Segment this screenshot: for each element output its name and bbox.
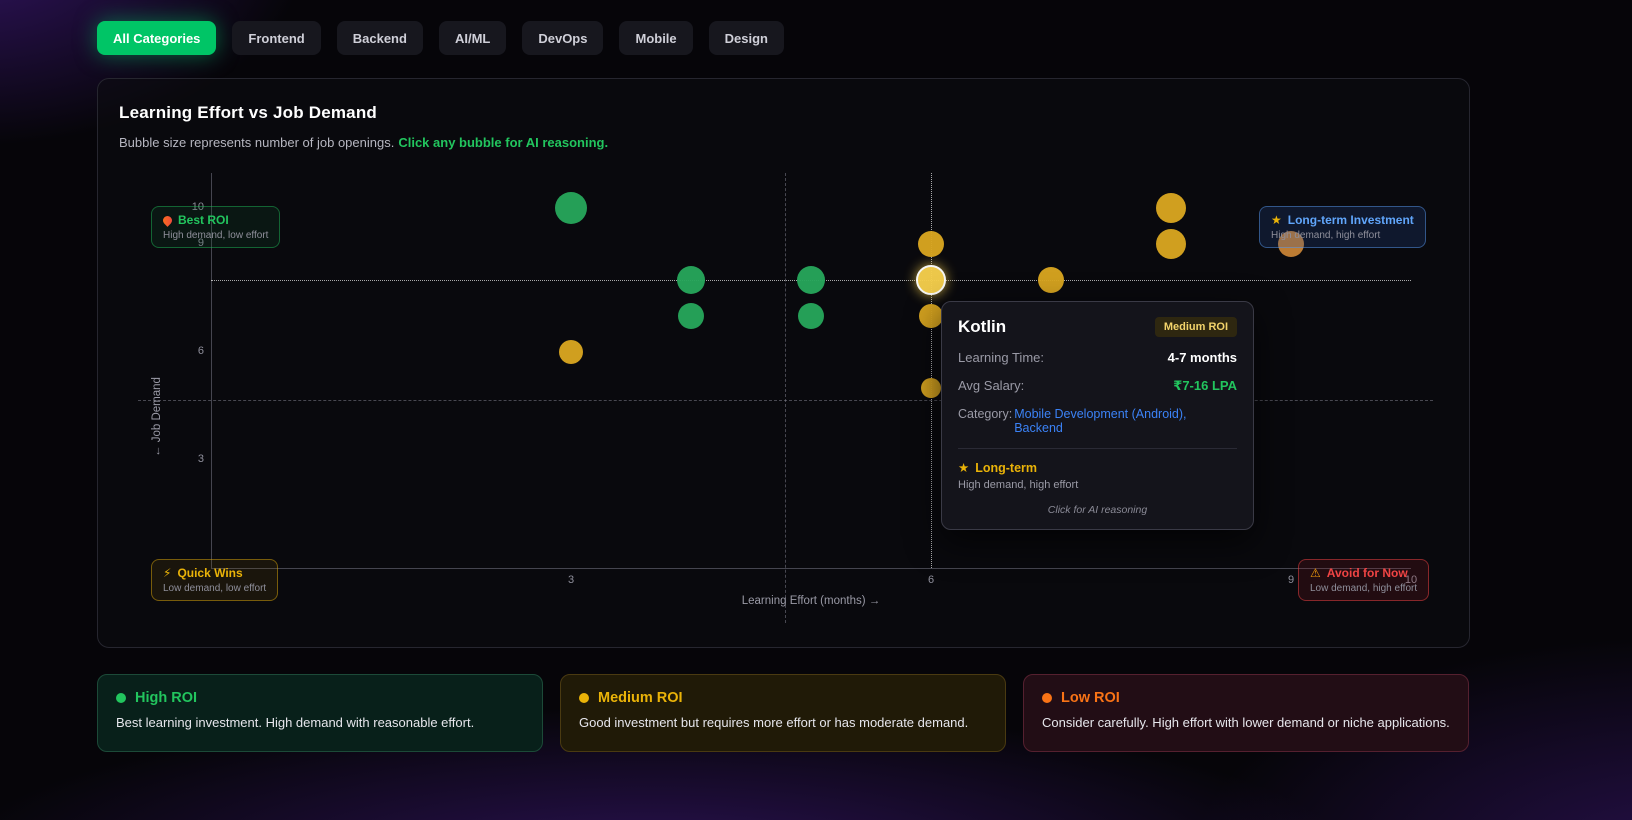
legend-card-description: Good investment but requires more effort… — [579, 715, 969, 730]
bubble-high-2[interactable] — [678, 303, 704, 329]
legend-card-description: Best learning investment. High demand wi… — [116, 715, 475, 730]
filter-all-categories[interactable]: All Categories — [97, 21, 217, 55]
bubble-medium-6[interactable] — [918, 231, 944, 257]
quadrant-longterm-title: Long-term Investment — [1287, 213, 1414, 227]
bubble-chart: ← Job Demand Learning Effort (months) → … — [98, 79, 1469, 647]
star-icon: ★ — [958, 461, 970, 475]
roi-legend: High ROI Best learning investment. High d… — [97, 674, 1469, 752]
quadrant-divider-horizontal — [138, 399, 1433, 401]
legend-dot-icon — [579, 693, 589, 703]
y-tick-10: 10 — [191, 201, 204, 213]
tooltip-skill-name: Kotlin — [958, 317, 1007, 336]
tooltip-divider — [958, 448, 1237, 449]
bubble-low-13[interactable] — [1278, 231, 1304, 257]
y-tick-6: 6 — [197, 345, 204, 357]
tooltip-verdict: ★ Long-term — [958, 460, 1237, 476]
quadrant-best-subtitle: High demand, low effort — [163, 230, 269, 241]
legend-card-medium-roi: Medium ROI Good investment but requires m… — [560, 674, 1006, 752]
quadrant-label-avoid: ⚠ Avoid for Now Low demand, high effort — [1298, 559, 1430, 601]
chart-title: Learning Effort vs Job Demand — [119, 103, 378, 122]
quadrant-label-quick-wins: ⚡ Quick Wins Low demand, low effort — [151, 559, 279, 601]
chart-subtitle-text: Bubble size represents number of job ope… — [119, 135, 395, 150]
legend-dot-icon — [116, 693, 126, 703]
bubble-medium-8[interactable] — [919, 304, 943, 328]
x-tick-3: 3 — [567, 574, 575, 586]
legend-card-title: Low ROI — [1061, 690, 1120, 706]
quadrant-label-best-roi: Best ROI High demand, low effort — [151, 206, 281, 248]
filter-mobile[interactable]: Mobile — [619, 21, 693, 55]
quadrant-avoid-subtitle: Low demand, high effort — [1310, 583, 1418, 594]
bubble-high-4[interactable] — [798, 303, 824, 329]
y-tick-3: 3 — [197, 453, 204, 465]
star-icon: ★ — [1271, 213, 1282, 227]
tooltip-row-value: ₹7-16 LPA — [1173, 378, 1237, 393]
filter-frontend[interactable]: Frontend — [232, 21, 321, 55]
tooltip-rows: Learning Time: 4-7 months Avg Salary: ₹7-16… — [958, 350, 1237, 435]
x-axis-label: Learning Effort (months) → — [741, 595, 881, 607]
category-filter-bar: All Categories Frontend Backend AI/ML DevOps… — [97, 21, 784, 55]
tooltip-row-label: Avg Salary: — [958, 378, 1025, 393]
legend-card-description: Consider carefully. High effort with low… — [1042, 715, 1450, 730]
lightning-icon: ⚡ — [163, 566, 172, 580]
bubble-medium-11[interactable] — [1156, 193, 1186, 223]
legend-dot-icon — [1042, 693, 1052, 703]
flame-icon — [161, 213, 174, 227]
quadrant-quick-title: Quick Wins — [177, 566, 243, 580]
chart-subtitle: Bubble size represents number of job ope… — [119, 135, 608, 150]
x-axis-line — [211, 568, 1411, 569]
quadrant-best-title: Best ROI — [178, 213, 229, 227]
legend-card-title: High ROI — [135, 690, 198, 706]
quadrant-divider-vertical — [784, 173, 786, 623]
tooltip-roi-badge: Medium ROI — [1154, 317, 1237, 337]
bubble-high-0[interactable] — [555, 192, 587, 224]
warning-icon: ⚠ — [1310, 566, 1321, 580]
chart-panel: Learning Effort vs Job Demand Bubble siz… — [97, 78, 1470, 648]
legend-card-high-roi: High ROI Best learning investment. High d… — [97, 674, 543, 752]
tooltip-row: Category: Mobile Development (Android), B… — [958, 407, 1237, 435]
tooltip-row-label: Category: — [958, 407, 1013, 421]
tooltip-row-label: Learning Time: — [958, 350, 1044, 365]
bubble-medium-10[interactable] — [1038, 267, 1064, 293]
bubble-medium-9[interactable] — [921, 378, 941, 398]
x-tick-9: 9 — [1287, 574, 1295, 586]
chart-subtitle-highlight: Click any bubble for AI reasoning. — [398, 135, 609, 150]
tooltip-row-value: Mobile Development (Android), Backend — [1014, 407, 1187, 435]
filter-backend[interactable]: Backend — [336, 21, 423, 55]
tooltip-verdict-subtitle: High demand, high effort — [958, 479, 1079, 491]
filter-design[interactable]: Design — [708, 21, 784, 55]
tooltip-verdict-text: Long-term — [975, 460, 1038, 475]
y-axis-label: ← Job Demand — [151, 377, 163, 457]
bubble-medium-12[interactable] — [1156, 229, 1186, 259]
quadrant-label-long-term: ★ Long-term Investment High demand, high… — [1259, 206, 1426, 248]
legend-card-title: Medium ROI — [598, 690, 683, 706]
filter-ai-ml[interactable]: AI/ML — [438, 21, 507, 55]
y-tick-9: 9 — [197, 237, 204, 249]
quadrant-avoid-title: Avoid for Now — [1326, 566, 1408, 580]
bubble-kotlin[interactable] — [916, 265, 946, 295]
quadrant-quick-subtitle: Low demand, low effort — [163, 583, 267, 594]
crosshair-vertical — [931, 173, 932, 568]
quadrant-longterm-subtitle: High demand, high effort — [1271, 230, 1381, 241]
tooltip-row: Avg Salary: ₹7-16 LPA — [958, 378, 1237, 394]
x-tick-10: 10 — [1404, 574, 1418, 586]
bubble-high-3[interactable] — [797, 266, 825, 294]
y-axis-line — [211, 173, 212, 568]
filter-devops[interactable]: DevOps — [522, 21, 604, 55]
tooltip-footer: Click for AI reasoning — [1047, 504, 1148, 516]
bubble-tooltip: Kotlin Medium ROI Learning Time: 4-7 mont… — [941, 301, 1254, 530]
legend-card-low-roi: Low ROI Consider carefully. High effort w… — [1023, 674, 1469, 752]
tooltip-row-value: 4-7 months — [1167, 350, 1237, 365]
tooltip-row: Learning Time: 4-7 months — [958, 350, 1237, 365]
bubble-high-1[interactable] — [677, 266, 705, 294]
bubble-medium-5[interactable] — [559, 340, 583, 364]
x-tick-6: 6 — [927, 574, 935, 586]
